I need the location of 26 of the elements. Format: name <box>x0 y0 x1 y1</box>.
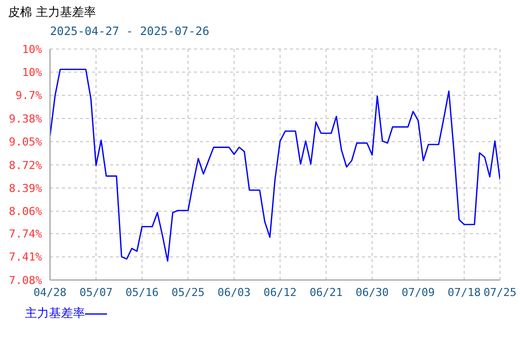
x-tick-label: 05/16 <box>125 286 159 299</box>
y-tick-label: 7.41% <box>8 250 42 264</box>
x-tick-label: 05/07 <box>79 286 113 299</box>
line-series <box>50 68 500 262</box>
y-tick-label: 9.38% <box>8 112 42 126</box>
x-tick-label: 07/09 <box>402 286 435 299</box>
x-tick-label: 07/18 <box>448 286 481 299</box>
y-tick-label: 8.72% <box>8 158 42 172</box>
x-tick-label: 07/25 <box>483 286 517 299</box>
chart-title: 皮棉 主力基差率 <box>8 4 96 21</box>
x-tick-label: 06/12 <box>264 286 297 299</box>
legend-label: 主力基差率 <box>25 305 86 322</box>
y-tick-label: 9.05% <box>8 136 42 149</box>
y-tick-label: 10% <box>22 42 42 56</box>
x-tick-label: 06/03 <box>218 286 251 299</box>
y-tick-label: 8.06% <box>8 205 42 218</box>
y-tick-label: 10% <box>22 66 42 80</box>
chart-subtitle: 2025-04-27 - 2025-07-26 <box>50 24 210 38</box>
x-tick-label: 04/28 <box>33 286 67 299</box>
y-tick-label: 7.74% <box>8 228 42 241</box>
y-tick-label: 8.39% <box>8 182 42 195</box>
y-tick-label: 9.7% <box>16 89 42 102</box>
x-tick-label: 05/25 <box>172 286 205 299</box>
y-tick-label: 7.08% <box>8 274 42 287</box>
x-tick-label: 06/30 <box>356 286 389 299</box>
x-tick-label: 06/21 <box>310 286 343 299</box>
